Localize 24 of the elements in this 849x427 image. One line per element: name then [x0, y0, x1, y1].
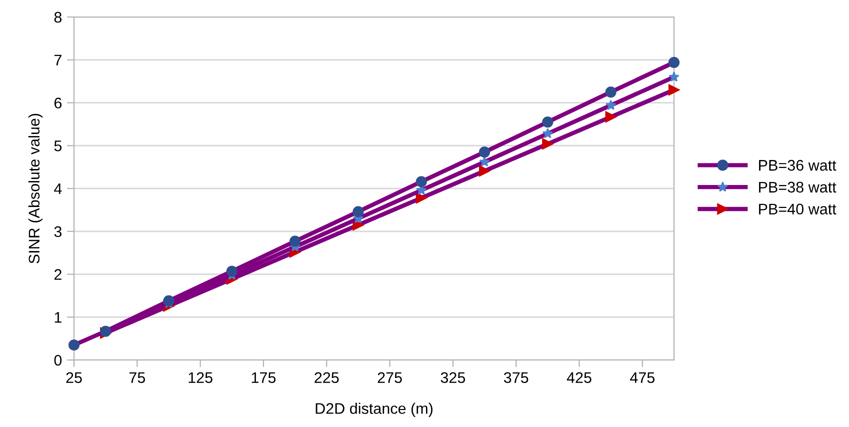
y-tick-label: 8 — [54, 12, 62, 23]
y-axis-title: SINR (Absolute value) — [28, 114, 43, 264]
x-tick-label: 425 — [566, 372, 592, 384]
x-tick-label: 475 — [630, 372, 655, 384]
y-tick-label: 6 — [54, 98, 62, 108]
x-tick-label: 175 — [252, 372, 276, 384]
x-tick-label: 375 — [504, 372, 528, 384]
legend-label: PB=38 watt — [759, 182, 836, 193]
x-tick-label: 25 — [66, 372, 82, 384]
y-tick-label: 3 — [54, 226, 62, 238]
x-tick-label: 125 — [188, 372, 212, 384]
y-tick-label: 0 — [54, 354, 62, 366]
x-tick-label: 225 — [314, 372, 339, 384]
legend-label: PB=36 watt — [759, 160, 836, 171]
x-tick-label: 325 — [440, 372, 466, 384]
y-tick-label: 2 — [54, 269, 62, 280]
y-tick-label: 1 — [54, 312, 62, 323]
y-tick-label: 5 — [54, 140, 62, 152]
x-tick-label: 275 — [378, 372, 402, 384]
x-axis-title: D2D distance (m) — [316, 402, 432, 417]
x-tick-label: 75 — [129, 372, 146, 384]
y-tick-label: 7 — [54, 54, 62, 66]
y-tick-label: 4 — [54, 184, 62, 194]
legend-label: PB=40 watt — [759, 204, 836, 214]
